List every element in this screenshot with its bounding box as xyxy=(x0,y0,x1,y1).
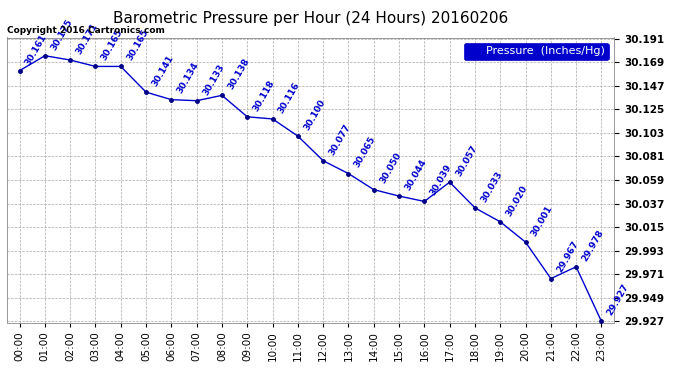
Text: 30.165: 30.165 xyxy=(125,28,150,62)
Legend: Pressure  (Inches/Hg): Pressure (Inches/Hg) xyxy=(464,43,609,60)
Text: 30.001: 30.001 xyxy=(530,204,555,238)
Text: 30.033: 30.033 xyxy=(479,170,504,204)
Text: 30.039: 30.039 xyxy=(428,163,453,197)
Text: 30.138: 30.138 xyxy=(226,57,251,91)
Text: 30.077: 30.077 xyxy=(327,122,353,156)
Text: 30.100: 30.100 xyxy=(302,98,327,132)
Text: 30.116: 30.116 xyxy=(277,80,302,115)
Text: 30.134: 30.134 xyxy=(175,61,201,96)
Text: Copyright 2016 Cartronics.com: Copyright 2016 Cartronics.com xyxy=(7,26,165,34)
Text: 29.927: 29.927 xyxy=(606,282,631,317)
Text: 30.161: 30.161 xyxy=(23,32,49,66)
Text: 30.171: 30.171 xyxy=(75,21,99,56)
Text: 29.978: 29.978 xyxy=(580,228,606,262)
Text: 30.065: 30.065 xyxy=(353,135,377,170)
Text: 30.057: 30.057 xyxy=(454,144,479,178)
Text: 30.118: 30.118 xyxy=(251,78,277,112)
Text: 30.133: 30.133 xyxy=(201,62,226,96)
Text: 30.175: 30.175 xyxy=(49,17,74,51)
Text: 29.967: 29.967 xyxy=(555,240,580,274)
Text: 30.044: 30.044 xyxy=(403,158,428,192)
Text: 30.165: 30.165 xyxy=(99,28,125,62)
Text: 30.141: 30.141 xyxy=(150,54,175,88)
Text: 30.020: 30.020 xyxy=(504,183,529,218)
Text: 30.050: 30.050 xyxy=(378,152,403,186)
Text: Barometric Pressure per Hour (24 Hours) 20160206: Barometric Pressure per Hour (24 Hours) … xyxy=(113,11,508,26)
